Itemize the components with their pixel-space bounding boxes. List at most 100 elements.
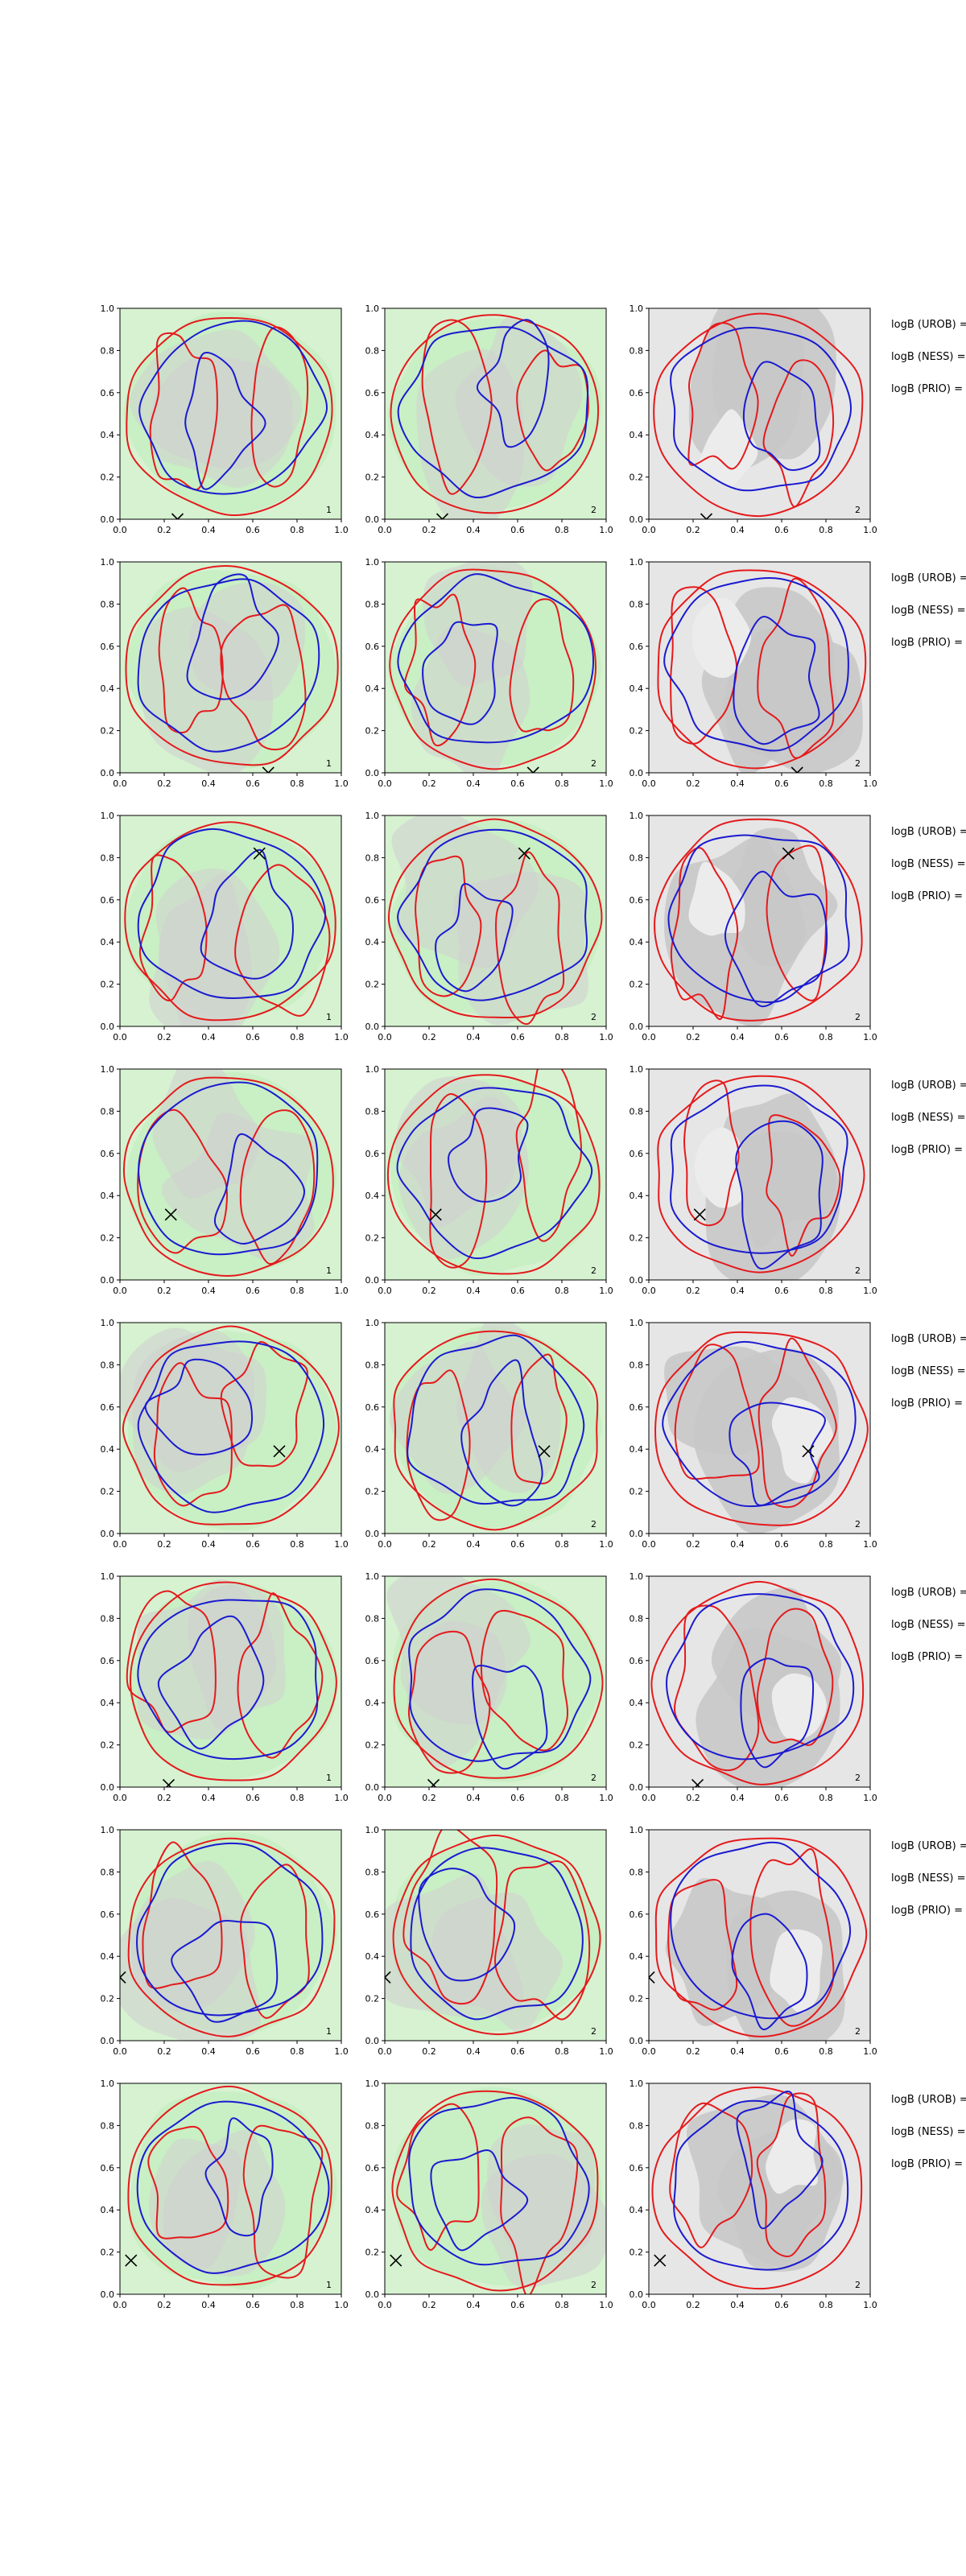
panel-r2-c2: 0.0 0.2 0.4 0.6 0.8 1.00.00.20.40.60.81.02 xyxy=(365,557,613,789)
axes-frame xyxy=(384,1322,607,1534)
x-tick-label: 0.8 xyxy=(290,1032,304,1042)
true-location-marker xyxy=(649,1971,655,1984)
x-tick-label: 0.8 xyxy=(555,1793,569,1803)
x-tick-label: 0.6 xyxy=(774,778,789,789)
x-tick-label: 0.6 xyxy=(246,525,260,535)
y-tick-label: 0.4 xyxy=(365,937,380,947)
y-tick-label: 0.2 xyxy=(365,980,380,990)
x-tick-label: 0.8 xyxy=(290,2046,304,2057)
x-tick-label: 0.2 xyxy=(157,2300,171,2310)
y-tick-label: 0.2 xyxy=(365,1487,380,1497)
y-tick-label: 0.0 xyxy=(365,1782,380,1793)
x-tick-label: 0.6 xyxy=(510,1032,525,1042)
x-tick-label: 1.0 xyxy=(863,778,877,789)
y-tick-label: 0.2 xyxy=(365,1994,380,2004)
x-tick-label: 1.0 xyxy=(863,2300,877,2310)
y-tick-label: 0.2 xyxy=(101,1487,115,1497)
x-tick-label: 0.8 xyxy=(555,1286,569,1296)
y-tick-label: 0.2 xyxy=(101,726,115,737)
x-tick-label: 0.0 xyxy=(642,1539,656,1550)
red-contour xyxy=(674,1344,760,1480)
blue-contour xyxy=(407,1334,585,1505)
y-tick-label: 1.0 xyxy=(365,1825,380,1835)
light-density-region xyxy=(698,409,758,487)
y-tick-label: 1.0 xyxy=(365,811,380,821)
x-tick-label: 0.6 xyxy=(510,1539,525,1550)
x-tick-label: 0.4 xyxy=(201,1286,216,1296)
gray-density-region xyxy=(161,1113,316,1261)
true-location-marker xyxy=(518,847,530,860)
blue-contour-inner xyxy=(460,1359,543,1507)
x-tick-label: 0.6 xyxy=(774,1793,789,1803)
blue-contour-inner xyxy=(733,616,820,745)
y-tick-label: 0.0 xyxy=(365,768,380,778)
red-contour-outer xyxy=(653,312,864,518)
x-tick-label: 0.8 xyxy=(819,525,833,535)
red-contour xyxy=(421,319,493,495)
red-contour-outer xyxy=(386,1074,601,1275)
x-tick-label: 0.0 xyxy=(113,1286,127,1296)
y-tick-label: 0.4 xyxy=(101,937,115,947)
side-logb-label: logB (PRIO) = xyxy=(891,1397,963,1410)
gray-density-region xyxy=(665,1877,782,2026)
y-tick-label: 0.8 xyxy=(101,1106,115,1117)
x-tick-label: 0.6 xyxy=(774,2300,789,2310)
panel-r2-c3: 0.0 0.2 0.4 0.6 0.8 1.00.00.20.40.60.81.02 xyxy=(630,557,877,789)
panel-r4-c1: 0.0 0.2 0.4 0.6 0.8 1.00.00.20.40.60.81.01 xyxy=(101,1064,349,1296)
x-tick-label: 0.4 xyxy=(466,1032,481,1042)
x-tick-label: 1.0 xyxy=(599,1286,613,1296)
y-tick-label: 0.2 xyxy=(365,473,380,483)
x-tick-label: 1.0 xyxy=(599,778,613,789)
y-tick-label: 0.4 xyxy=(365,1191,380,1201)
x-tick-label: 0.6 xyxy=(510,778,525,789)
x-tick-label: 0.0 xyxy=(113,525,127,535)
red-contour xyxy=(480,1609,568,1752)
y-tick-label: 0.6 xyxy=(365,1909,380,1920)
side-logb-label: logB (NESS) = xyxy=(891,1112,965,1124)
y-tick-label: 0.4 xyxy=(101,430,115,440)
x-tick-label: 0.4 xyxy=(201,1032,216,1042)
x-tick-label: 0.4 xyxy=(466,525,481,535)
x-tick-label: 0.6 xyxy=(774,1032,789,1042)
x-tick-label: 0.2 xyxy=(686,525,700,535)
x-tick-label: 1.0 xyxy=(599,2300,613,2310)
y-tick-label: 0.0 xyxy=(630,1529,644,1539)
y-tick-label: 0.0 xyxy=(630,2036,644,2046)
x-tick-label: 0.8 xyxy=(555,2300,569,2310)
y-tick-label: 0.0 xyxy=(101,1275,115,1286)
gray-density-region xyxy=(389,1341,526,1494)
side-logb-label: logB (PRIO) = xyxy=(891,2158,963,2170)
axes-frame xyxy=(384,815,607,1027)
x-tick-label: 0.2 xyxy=(157,1539,171,1550)
x-tick-label: 0.4 xyxy=(466,2046,481,2057)
y-tick-label: 1.0 xyxy=(630,1064,644,1075)
panel-corner-label: 2 xyxy=(591,1012,597,1022)
x-tick-label: 0.4 xyxy=(730,1032,745,1042)
x-tick-label: 1.0 xyxy=(334,525,349,535)
axes-frame xyxy=(648,1575,871,1788)
y-tick-label: 0.2 xyxy=(365,1233,380,1244)
panel-r8-c3: 0.0 0.2 0.4 0.6 0.8 1.00.00.20.40.60.81.02 xyxy=(630,2079,877,2310)
red-contour xyxy=(234,864,331,1017)
y-tick-label: 0.2 xyxy=(101,2248,115,2258)
x-tick-label: 0.2 xyxy=(422,1032,436,1042)
y-tick-label: 1.0 xyxy=(365,1064,380,1075)
y-tick-label: 1.0 xyxy=(365,557,380,568)
x-tick-label: 0.2 xyxy=(157,525,171,535)
x-tick-label: 0.8 xyxy=(290,1286,304,1296)
blue-contour-inner xyxy=(731,1913,808,2030)
true-location-marker xyxy=(526,766,539,773)
blue-contour xyxy=(138,320,328,495)
x-tick-label: 0.0 xyxy=(378,2300,392,2310)
side-logb-label: logB (UROB) = xyxy=(891,1840,966,1852)
axes-frame xyxy=(384,1829,607,2041)
blue-contour xyxy=(397,326,589,499)
x-tick-label: 0.2 xyxy=(157,2046,171,2057)
axes-frame xyxy=(119,308,342,520)
red-contour xyxy=(142,1841,223,1989)
y-tick-label: 0.4 xyxy=(101,1698,115,1708)
side-logb-label: logB (UROB) = xyxy=(891,319,966,331)
y-tick-label: 0.2 xyxy=(101,1994,115,2004)
x-tick-label: 0.6 xyxy=(246,1286,260,1296)
blue-contour-inner xyxy=(204,2117,274,2237)
